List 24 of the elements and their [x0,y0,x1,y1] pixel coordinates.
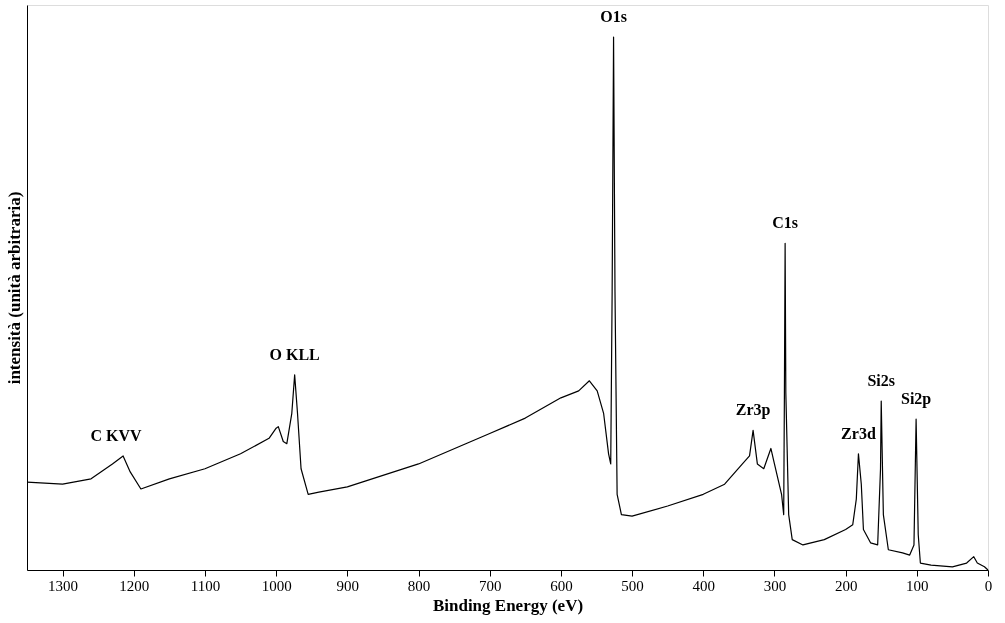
annotation: Si2s [867,372,896,390]
annotation: C KVV [90,426,142,444]
annotation: Si2p [900,390,932,409]
x-tick-label: 1000 [261,577,292,594]
x-tick-label: 500 [621,577,644,594]
x-tick-label: 100 [906,577,929,594]
annotation: Zr3d [841,424,876,442]
x-tick-label: 1300 [48,577,79,594]
x-axis-title: Binding Energy (eV) [432,595,584,615]
annotation: O KLL [269,345,320,363]
annotation: Zr3p [735,401,771,420]
x-tick-label: 0 [984,577,993,594]
x-tick-label: 800 [407,577,431,594]
x-tick-label: 900 [336,577,360,594]
x-tick-label: 1100 [190,577,221,594]
x-tick-label: 1200 [119,577,150,594]
annotation: O1s [600,7,627,25]
x-tick-label: 600 [550,577,573,594]
x-tick-label: 300 [763,577,787,594]
annotation: C1s [772,214,799,232]
x-tick-label: 400 [692,577,716,594]
x-tick-label: 700 [478,577,502,594]
y-axis-title: intensità (unità arbitraria) [4,191,24,385]
x-tick-label: 200 [834,577,858,594]
